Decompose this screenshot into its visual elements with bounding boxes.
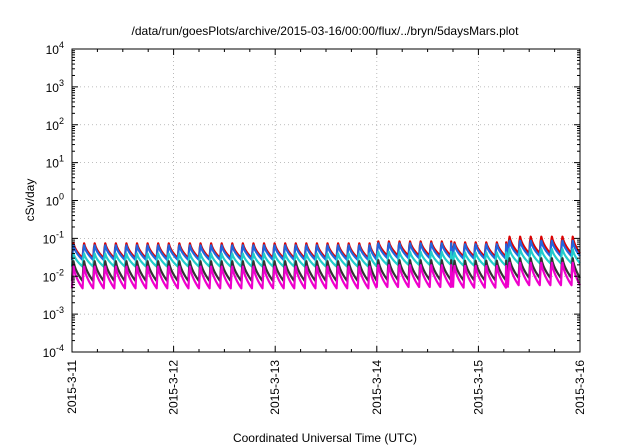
x-tick-label: 2015-3-13 [268, 360, 282, 415]
series-line [70, 261, 581, 290]
y-tick-label: 101 [46, 154, 64, 171]
x-tick-label: 2015-3-16 [573, 360, 587, 415]
y-tick-label: 10-1 [43, 229, 64, 246]
x-axis-label: Coordinated Universal Time (UTC) [233, 431, 417, 445]
y-tick-label: 10-4 [43, 343, 64, 360]
y-tick-label: 100 [46, 192, 64, 209]
x-tick-label: 2015-3-15 [471, 360, 485, 415]
y-tick-label: 10-3 [43, 305, 64, 322]
chart-title: /data/run/goesPlots/archive/2015-03-16/0… [132, 24, 520, 38]
x-axis-ticks: 2015-3-11 2015-3-12 2015-3-13 2015-3-14 2015… [65, 49, 587, 415]
series-layer [70, 235, 581, 290]
y-tick-label: 103 [46, 78, 64, 95]
x-tick-label: 2015-3-14 [370, 360, 384, 415]
y-axis-label: cSv/day [23, 179, 37, 222]
y-tick-label: 104 [46, 40, 64, 57]
y-axis-ticks: 10-4 10-3 10-2 10-1 100 101 102 103 104 [43, 40, 580, 360]
y-tick-label: 102 [46, 116, 64, 133]
y-tick-label: 10-2 [43, 267, 64, 284]
x-tick-label: 2015-3-11 [65, 360, 79, 414]
x-tick-label: 2015-3-12 [167, 360, 181, 415]
